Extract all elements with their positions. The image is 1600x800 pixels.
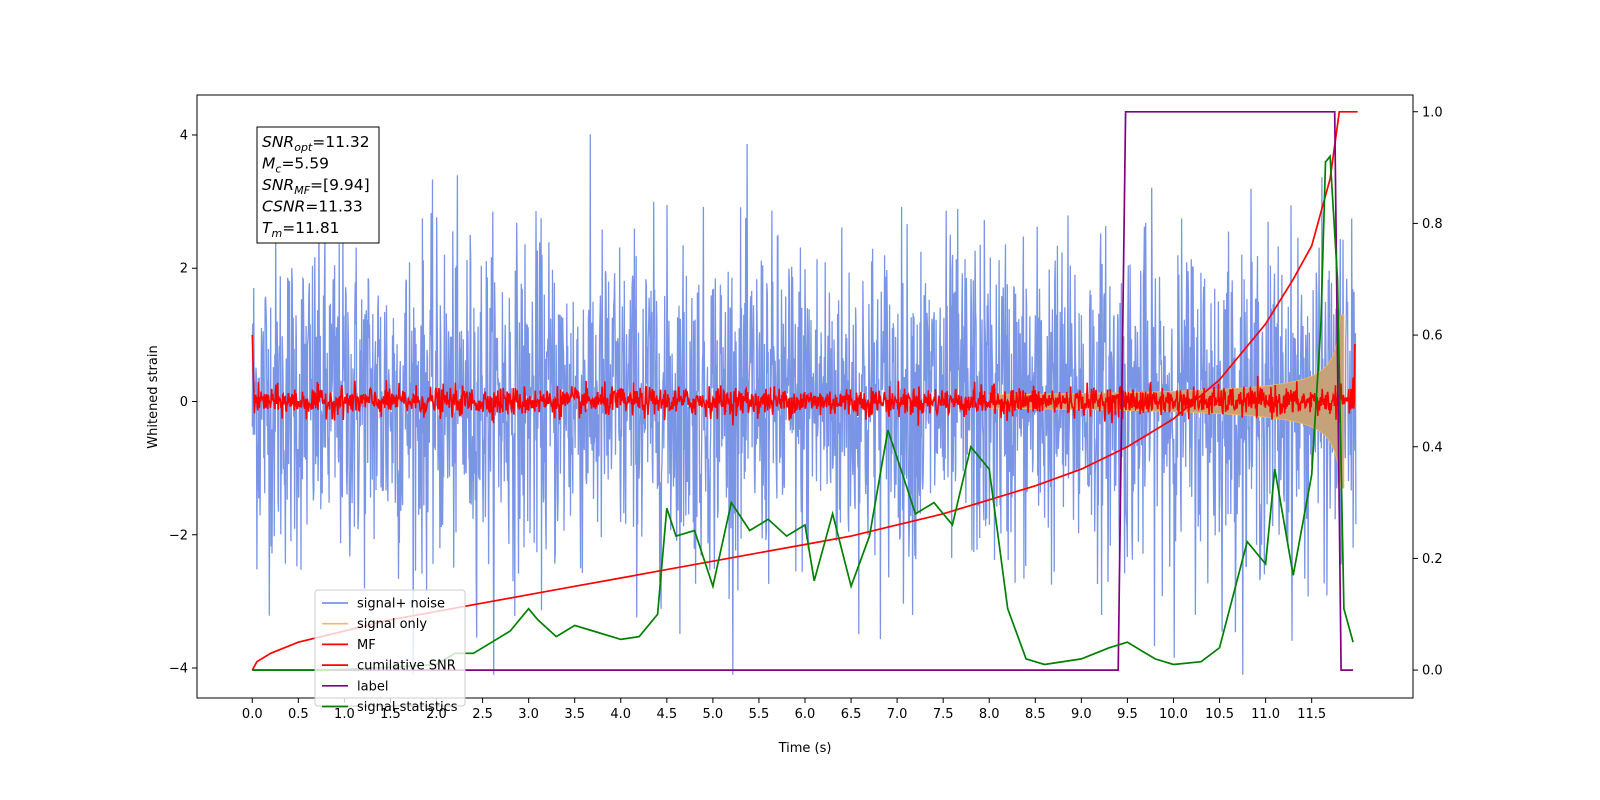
x-tick-label: 0.0 xyxy=(242,707,263,722)
series-label xyxy=(252,110,1354,671)
x-tick-label: 6.0 xyxy=(795,707,816,722)
x-tick-label: 6.5 xyxy=(841,707,862,722)
legend: signal+ noise signal only MF cumilative SNR… xyxy=(314,589,466,715)
x-tick-label: 1.0 xyxy=(334,707,355,722)
series-mf xyxy=(251,334,1356,426)
legend-label: signal statistics xyxy=(357,700,458,715)
series-signal-noise xyxy=(251,134,1357,675)
x-tick-label: 11.5 xyxy=(1297,707,1326,722)
stat-name: T xyxy=(262,219,273,237)
x-tick-label: 1.5 xyxy=(380,707,401,722)
x-tick-label: 5.0 xyxy=(703,707,724,722)
y2-tick-label: 0.0 xyxy=(1422,664,1443,679)
x-tick-label: 2.5 xyxy=(472,707,493,722)
stat-subscript: m xyxy=(271,227,282,240)
x-tick-label: 8.0 xyxy=(979,707,1000,722)
series-layer xyxy=(251,110,1358,675)
stat-value: =11.32 xyxy=(312,133,369,151)
x-tick-label: 4.0 xyxy=(610,707,631,722)
x-tick-label: 5.5 xyxy=(749,707,770,722)
x-tick-label: 10.5 xyxy=(1205,707,1234,722)
plot-area xyxy=(196,94,1414,699)
y-tick-label: 0 xyxy=(180,395,188,410)
x-tick-label: 9.0 xyxy=(1071,707,1092,722)
x-tick-label: 4.5 xyxy=(656,707,677,722)
stat-name: SNR xyxy=(262,176,294,194)
y-axis-right: 0.0 0.2 0.4 0.6 0.8 1.0 xyxy=(1413,105,1443,679)
stat-line: SNRopt=11.32 xyxy=(262,133,370,154)
y-tick-label: −4 xyxy=(169,662,188,677)
x-tick-label: 11.0 xyxy=(1251,707,1280,722)
stats-annotation-frame xyxy=(256,126,380,244)
stat-line: CSNR=11.33 xyxy=(262,198,363,216)
x-tick-label: 7.5 xyxy=(933,707,954,722)
x-tick-label: 7.0 xyxy=(887,707,908,722)
legend-label: signal+ noise xyxy=(357,597,445,612)
stat-line: Mc=5.59 xyxy=(262,155,329,176)
x-axis-label: Time (s) xyxy=(778,741,832,756)
y-tick-label: 2 xyxy=(180,262,188,277)
y2-tick-label: 1.0 xyxy=(1422,105,1443,120)
y2-tick-label: 0.2 xyxy=(1422,552,1443,567)
stat-subscript: opt xyxy=(294,141,313,154)
stat-name: M xyxy=(262,155,275,173)
series-signal-statistics xyxy=(252,154,1354,671)
stat-subscript: c xyxy=(275,163,281,176)
legend-label: cumilative SNR xyxy=(357,659,456,674)
x-tick-label: 3.5 xyxy=(564,707,585,722)
stat-name: CSNR xyxy=(262,198,305,216)
y-axis-label: Whitened strain xyxy=(146,345,161,448)
stat-value: =11.81 xyxy=(282,219,339,237)
y2-tick-label: 0.4 xyxy=(1422,440,1443,455)
y-axis-left: −4 −2 0 2 4 xyxy=(169,128,197,677)
y-tick-label: 4 xyxy=(180,128,188,143)
stat-value: =11.33 xyxy=(305,198,362,216)
x-tick-label: 3.0 xyxy=(518,707,539,722)
y-tick-label: −2 xyxy=(169,528,188,543)
legend-label: label xyxy=(357,679,388,694)
legend-frame xyxy=(314,589,466,707)
stat-line: Tm=11.81 xyxy=(262,219,340,240)
stat-name: SNR xyxy=(262,133,294,151)
x-tick-label: 10.0 xyxy=(1159,707,1188,722)
stat-value: =5.59 xyxy=(281,155,329,173)
x-tick-label: 9.5 xyxy=(1117,707,1138,722)
x-tick-label: 0.5 xyxy=(288,707,309,722)
x-tick-label: 2.0 xyxy=(426,707,447,722)
legend-label: signal only xyxy=(357,617,427,632)
stat-value: =[9.94] xyxy=(310,176,370,194)
stat-subscript: MF xyxy=(294,184,310,197)
legend-label: MF xyxy=(357,638,376,653)
y2-tick-label: 0.8 xyxy=(1422,217,1443,232)
y2-tick-label: 0.6 xyxy=(1422,329,1443,344)
stats-annotation-box: SNRopt=11.32Mc=5.59SNRMF=[9.94]CSNR=11.3… xyxy=(256,126,380,244)
x-axis: 0.0 0.5 1.0 1.5 2.0 2.5 3.0 3.5 4.0 4.5 5.0 5.5 6.0 6… xyxy=(242,698,1326,722)
stat-line: SNRMF=[9.94] xyxy=(262,176,370,197)
x-tick-label: 8.5 xyxy=(1025,707,1046,722)
